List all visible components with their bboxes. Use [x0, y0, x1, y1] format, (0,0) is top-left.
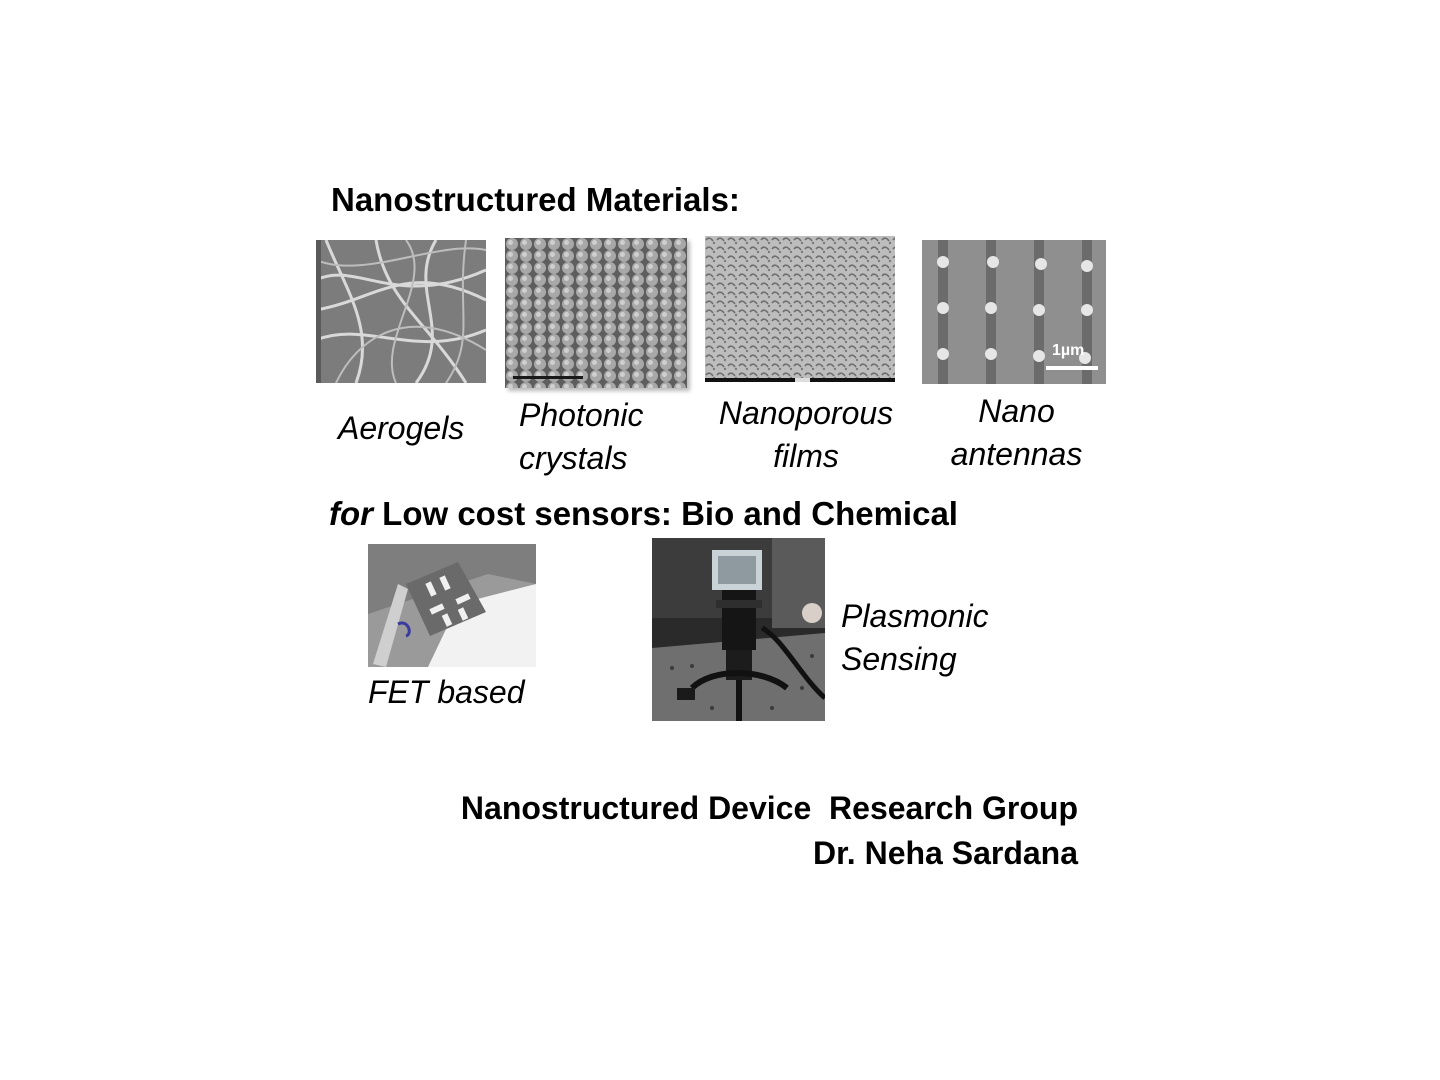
nanoporous-film-sem-image	[705, 236, 895, 382]
caption-line: films	[773, 438, 839, 474]
caption-plasmonic-sensing: Plasmonic Sensing	[841, 595, 989, 681]
sensors-heading-prefix: for	[329, 495, 373, 532]
section-heading: Nanostructured Materials:	[331, 181, 740, 218]
aerogel-sem-image	[316, 240, 486, 383]
nano-antenna-sem-image: 1µm	[922, 240, 1106, 384]
sensors-heading-text: Low cost sensors: Bio and Chemical	[382, 495, 958, 532]
caption-nanoporous-films: Nanoporous films	[706, 392, 906, 478]
caption-photonic-crystals: Photonic crystals	[519, 394, 644, 480]
plasmonic-setup-photo	[652, 538, 825, 721]
author-name: Dr. Neha Sardana	[813, 835, 1078, 871]
sensors-heading: for Low cost sensors: Bio and Chemical	[329, 494, 958, 534]
footer-credit: Nanostructured Device Research Group Dr.…	[461, 786, 1078, 876]
caption-line: Sensing	[841, 641, 957, 677]
caption-line: Photonic	[519, 397, 644, 433]
caption-nano-antennas: Nano antennas	[934, 390, 1099, 476]
scale-bar-label: 1µm	[1052, 342, 1085, 359]
caption-line: crystals	[519, 440, 628, 476]
caption-line: Aerogels	[338, 410, 465, 446]
caption-line: FET based	[368, 674, 525, 710]
fet-device-photo	[368, 544, 536, 667]
caption-line: Nanoporous	[718, 395, 894, 431]
caption-aerogels: Aerogels	[338, 407, 464, 450]
caption-line: Plasmonic	[841, 598, 989, 634]
research-group-name: Nanostructured Device Research Group	[460, 790, 1078, 826]
photonic-crystal-sem-image	[505, 238, 687, 388]
caption-line: antennas	[950, 436, 1083, 472]
caption-line: Nano	[978, 393, 1055, 429]
caption-fet-based: FET based	[368, 671, 525, 714]
